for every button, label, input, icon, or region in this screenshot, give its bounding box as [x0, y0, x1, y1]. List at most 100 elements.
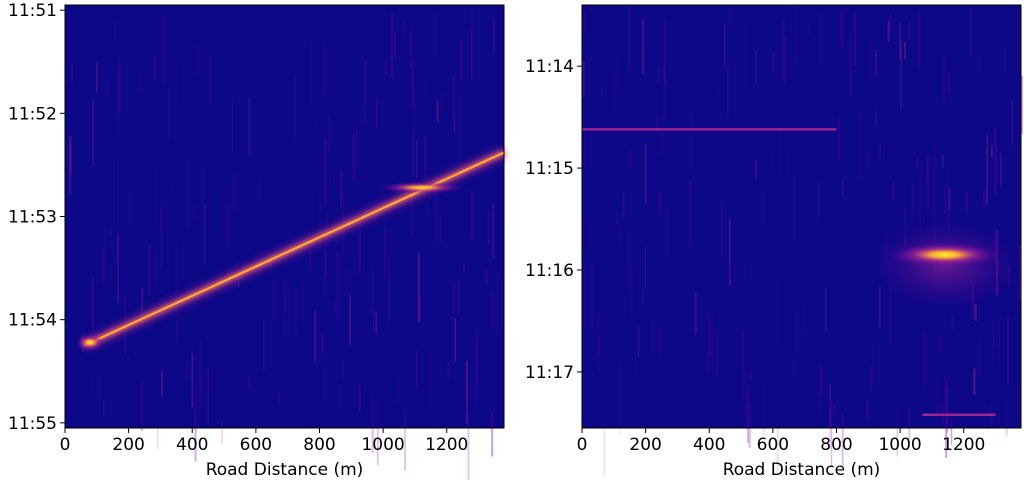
noise-streak	[853, 12, 856, 66]
y-tick-label: 11:17	[525, 363, 574, 383]
hotspot	[379, 181, 464, 194]
noise-streak	[416, 350, 418, 389]
noise-streak	[384, 62, 387, 76]
noise-streak	[657, 65, 660, 84]
noise-streak	[413, 86, 415, 132]
noise-streak	[828, 384, 832, 450]
noise-streak	[874, 49, 878, 76]
noise-streak	[600, 339, 603, 358]
noise-streak	[200, 369, 203, 394]
noise-streak	[630, 264, 633, 317]
noise-streak	[417, 253, 420, 322]
noise-streak	[748, 402, 751, 448]
noise-streak	[222, 184, 225, 245]
noise-streak	[356, 128, 358, 168]
noise-streak	[231, 98, 233, 152]
noise-streak	[248, 375, 251, 391]
noise-streak	[965, 191, 968, 212]
noise-streak	[946, 380, 949, 433]
noise-streak	[889, 12, 892, 31]
noise-streak	[342, 213, 344, 257]
noise-streak	[167, 88, 170, 139]
noise-streak	[728, 217, 731, 287]
noise-streak	[707, 311, 710, 373]
noise-streak	[830, 402, 833, 468]
noise-streak	[1020, 76, 1023, 134]
noise-streak	[138, 71, 141, 94]
noise-streak	[778, 128, 781, 179]
noise-streak	[932, 166, 936, 236]
x-tick-label: 600	[240, 435, 272, 455]
noise-streak	[628, 5, 631, 71]
noise-streak	[944, 189, 947, 214]
noise-streak	[878, 338, 880, 383]
noise-streak	[462, 262, 465, 274]
noise-streak	[819, 365, 822, 411]
noise-streak	[95, 62, 98, 93]
noise-streak	[709, 320, 712, 357]
noise-streak	[321, 334, 324, 355]
noise-streak	[105, 81, 108, 99]
noise-streak	[113, 20, 116, 43]
noise-streak	[339, 388, 341, 410]
noise-streak	[466, 362, 468, 402]
noise-streak	[345, 268, 348, 298]
noise-streak	[376, 401, 379, 466]
noise-streak	[292, 18, 294, 61]
noise-streak	[904, 42, 906, 59]
noise-streak	[590, 128, 593, 168]
y-tick-label: 11:53	[8, 208, 57, 228]
noise-streak	[728, 263, 731, 284]
noise-streak	[117, 234, 119, 303]
noise-streak	[284, 293, 286, 337]
noise-streak	[689, 110, 692, 174]
noise-streak	[246, 369, 248, 419]
noise-streak	[424, 78, 427, 98]
noise-streak	[375, 311, 378, 334]
noise-streak	[117, 69, 120, 140]
noise-streak	[454, 318, 457, 362]
noise-streak	[315, 123, 318, 190]
noise-streak	[744, 23, 747, 91]
noise-streak	[1004, 47, 1006, 73]
noise-streak	[459, 95, 461, 164]
noise-streak	[771, 153, 773, 167]
noise-streak	[328, 114, 331, 152]
noise-streak	[160, 204, 163, 270]
heatmap-background	[65, 5, 504, 428]
noise-streak	[364, 60, 367, 105]
noise-streak	[796, 308, 799, 356]
noise-streak	[911, 182, 914, 215]
noise-streak	[652, 316, 654, 353]
noise-streak	[942, 155, 944, 168]
noise-streak	[476, 328, 478, 386]
x-tick-label: 400	[693, 435, 725, 455]
noise-streak	[102, 400, 105, 416]
noise-streak	[977, 54, 980, 77]
noise-streak	[833, 403, 836, 416]
noise-streak	[471, 190, 474, 239]
noise-streak	[600, 83, 603, 98]
noise-streak	[937, 372, 939, 416]
noise-streak	[745, 393, 748, 420]
noise-streak	[583, 225, 585, 241]
noise-streak	[879, 286, 881, 328]
noise-streak	[390, 13, 394, 78]
noise-streak	[998, 320, 1001, 364]
noise-streak	[175, 61, 177, 112]
noise-streak	[342, 359, 345, 379]
noise-streak	[795, 5, 798, 60]
noise-streak	[597, 335, 600, 356]
noise-streak	[293, 74, 296, 144]
noise-streak	[923, 330, 926, 388]
noise-streak	[103, 227, 106, 264]
noise-streak	[716, 329, 719, 378]
noise-streak	[793, 173, 795, 242]
noise-streak	[453, 119, 456, 132]
noise-streak	[973, 368, 976, 395]
noise-streak	[310, 41, 312, 106]
noise-streak	[387, 256, 390, 323]
noise-streak	[262, 320, 265, 372]
noise-streak	[176, 314, 178, 344]
